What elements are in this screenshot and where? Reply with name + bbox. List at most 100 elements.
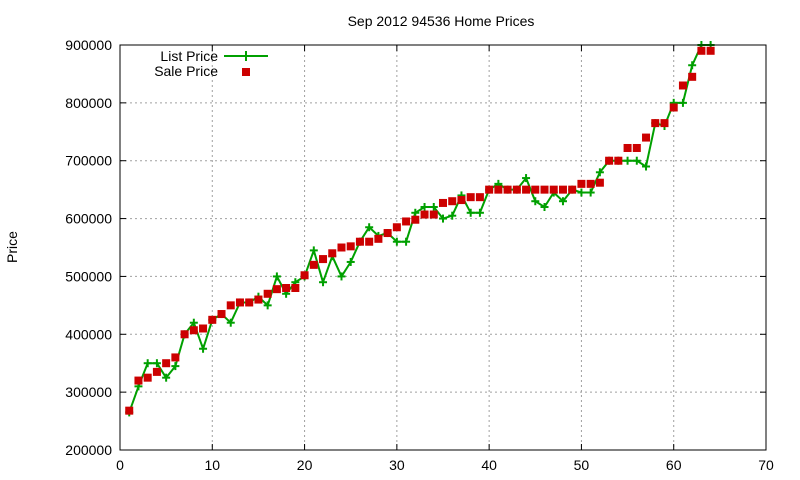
sale-price-point (577, 179, 586, 188)
sale-price-point (558, 185, 567, 194)
sale-price-point (365, 237, 374, 246)
sale-price-point (189, 326, 198, 335)
list-price-point (162, 373, 171, 382)
sale-price-point (697, 46, 706, 55)
sale-price-point (605, 156, 614, 165)
sale-price-point (309, 260, 318, 269)
list-price-point (540, 203, 549, 211)
list-price-point (402, 237, 411, 246)
list-price-point (226, 318, 235, 327)
sale-price-point (688, 72, 697, 81)
sale-price-point (143, 373, 152, 382)
sale-price-point (217, 310, 226, 319)
sale-price-point (632, 143, 641, 152)
sale-price-point (642, 133, 651, 142)
sale-price-point (355, 237, 364, 246)
sale-price-point (485, 185, 494, 194)
grid-lines (120, 45, 766, 450)
sale-price-point (512, 185, 521, 194)
sale-price-point (152, 367, 161, 376)
sale-price-point (448, 197, 457, 206)
sale-price-point (319, 255, 328, 264)
legend-label-sale-price: Sale Price (154, 63, 218, 79)
list-price-point (411, 208, 420, 217)
series-layer (125, 41, 715, 417)
list-price-point (531, 197, 540, 206)
sale-price-point (383, 229, 392, 238)
sale-price-point (623, 143, 632, 152)
sale-price-point (263, 289, 272, 298)
y-axis-label: Price (4, 231, 20, 263)
sale-price-point (291, 284, 300, 292)
sale-price-point (568, 185, 577, 194)
sale-price-point (614, 156, 623, 165)
sale-price-point (549, 185, 558, 194)
x-tick-label: 20 (297, 457, 313, 473)
list-price-point (448, 211, 457, 220)
sale-price-point (282, 284, 291, 292)
plot-frame (119, 44, 767, 451)
sale-price-point (125, 406, 134, 415)
sale-price-point (439, 198, 447, 207)
list-price-point (429, 203, 438, 211)
list-price-point (346, 257, 355, 266)
y-tick-label: 800000 (65, 95, 112, 111)
legend-marker-sale-price (242, 68, 250, 76)
sale-price-point (503, 185, 512, 194)
sale-price-point (475, 193, 484, 202)
list-price-point (199, 344, 208, 353)
sale-price-point (392, 223, 401, 232)
sale-price-point (531, 185, 540, 194)
sale-price-point (272, 285, 281, 294)
y-tick-label: 600000 (65, 211, 112, 227)
legend-marker-list-price (241, 51, 251, 61)
sale-price-point (208, 315, 217, 324)
y-tick-label: 400000 (65, 326, 112, 342)
list-price-point (171, 362, 180, 371)
x-tick-label: 50 (574, 457, 590, 473)
sale-price-point (346, 242, 355, 251)
chart-title: Sep 2012 94536 Home Prices (348, 13, 535, 29)
list-price-point (558, 197, 567, 206)
series-line-list-price (128, 44, 711, 413)
sale-price-point (162, 359, 171, 368)
sale-price-point (328, 249, 337, 258)
sale-price-point (540, 185, 549, 194)
x-tick-label: 10 (204, 457, 220, 473)
sale-price-point (586, 179, 595, 188)
sale-price-point (466, 193, 475, 202)
list-price-point (642, 162, 651, 171)
list-price-point (577, 188, 586, 197)
sale-price-point (134, 376, 143, 385)
y-tick-label: 900000 (65, 37, 112, 53)
sale-price-point (374, 234, 383, 243)
axis-ticks (119, 44, 767, 451)
sale-price-point (678, 81, 687, 90)
list-price-point (272, 272, 281, 281)
sale-price-point (235, 298, 244, 307)
list-price-point (678, 98, 687, 107)
sale-price-point (226, 301, 235, 310)
tick-labels: 0 10 20 30 40 50 60 70 200000 300000 400000 500000 6… (65, 37, 774, 473)
list-price-point (420, 203, 429, 211)
list-price-point (152, 359, 161, 368)
list-price-point (522, 174, 531, 183)
legend: List Price Sale Price (154, 48, 268, 79)
list-price-point (263, 301, 272, 310)
sale-price-point (706, 46, 715, 55)
sale-price-point (494, 185, 503, 194)
list-price-point (143, 359, 152, 368)
sale-price-point (651, 119, 660, 128)
sale-price-point (420, 210, 429, 219)
x-tick-label: 30 (389, 457, 405, 473)
list-price-point (586, 188, 595, 197)
list-price-point (623, 156, 632, 165)
sale-price-point (457, 196, 466, 205)
list-price-point (189, 318, 198, 327)
list-price-point (688, 61, 697, 70)
list-price-point (595, 168, 604, 177)
sale-price-point (411, 215, 420, 224)
sale-price-point (300, 271, 309, 280)
sale-price-point (595, 178, 604, 187)
y-tick-label: 300000 (65, 384, 112, 400)
